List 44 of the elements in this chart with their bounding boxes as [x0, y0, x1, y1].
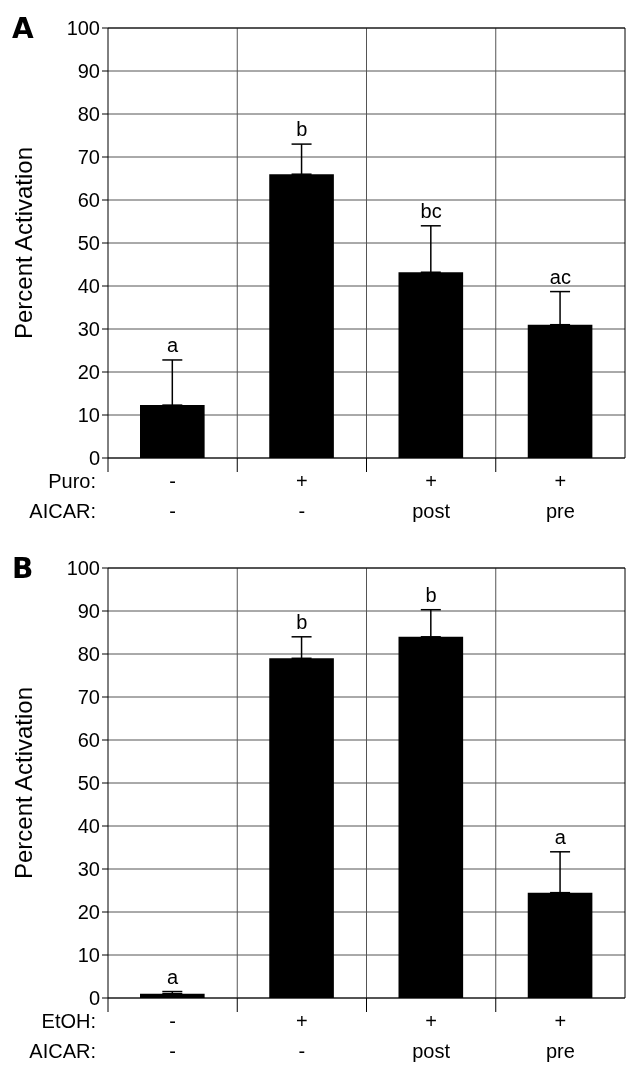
chart-title: A [12, 12, 34, 45]
y-tick-label: 0 [88, 987, 100, 1010]
y-tick-label: 60 [77, 729, 100, 752]
y-tick-label: 20 [77, 901, 100, 924]
annotation: b [296, 610, 308, 633]
x-axis-title: EtOH: AICAR: [29, 1010, 96, 1062]
y-tick-label: 30 [77, 318, 100, 341]
chart-title: B [12, 552, 34, 585]
annotation: bc [420, 199, 442, 222]
x-tick-label: + post [412, 1010, 451, 1062]
y-tick-label: 20 [77, 361, 100, 384]
y-tick-label: 70 [77, 686, 100, 709]
y-tick-label: 80 [77, 103, 100, 126]
y-tick-label: 60 [77, 189, 100, 212]
y-tick-label: 100 [66, 17, 100, 40]
annotation: ac [549, 265, 571, 288]
y-tick-label: 40 [77, 275, 100, 298]
y-tick-label: 90 [77, 60, 100, 83]
annotation: a [167, 965, 180, 988]
x-tick-label: - - [169, 1010, 176, 1062]
x-tick-label: + pre [545, 1010, 575, 1062]
y-axis-title: Percent Activation [9, 686, 37, 880]
annotation: a [554, 825, 567, 848]
y-tick-label: 50 [77, 772, 100, 795]
annotation: b [425, 583, 437, 606]
y-tick-label: 90 [77, 600, 100, 623]
y-tick-label: 40 [77, 815, 100, 838]
y-tick-label: 80 [77, 643, 100, 666]
x-tick-label: + - [296, 470, 308, 522]
annotation: a [167, 333, 180, 356]
y-tick-label: 100 [66, 557, 100, 580]
y-tick-label: 50 [77, 232, 100, 255]
y-tick-label: 30 [77, 858, 100, 881]
y-tick-label: 10 [77, 944, 100, 967]
y-axis-title: Percent Activation [9, 146, 37, 340]
x-tick-label: + pre [545, 470, 575, 522]
x-tick-label: + post [412, 470, 451, 522]
x-axis-title: Puro: AICAR: [29, 470, 96, 522]
x-tick-label: - - [169, 470, 176, 522]
x-tick-label: + - [296, 1010, 308, 1062]
annotation: b [296, 118, 308, 141]
y-tick-label: 0 [88, 447, 100, 470]
y-tick-label: 70 [77, 146, 100, 169]
y-tick-label: 10 [77, 404, 100, 427]
